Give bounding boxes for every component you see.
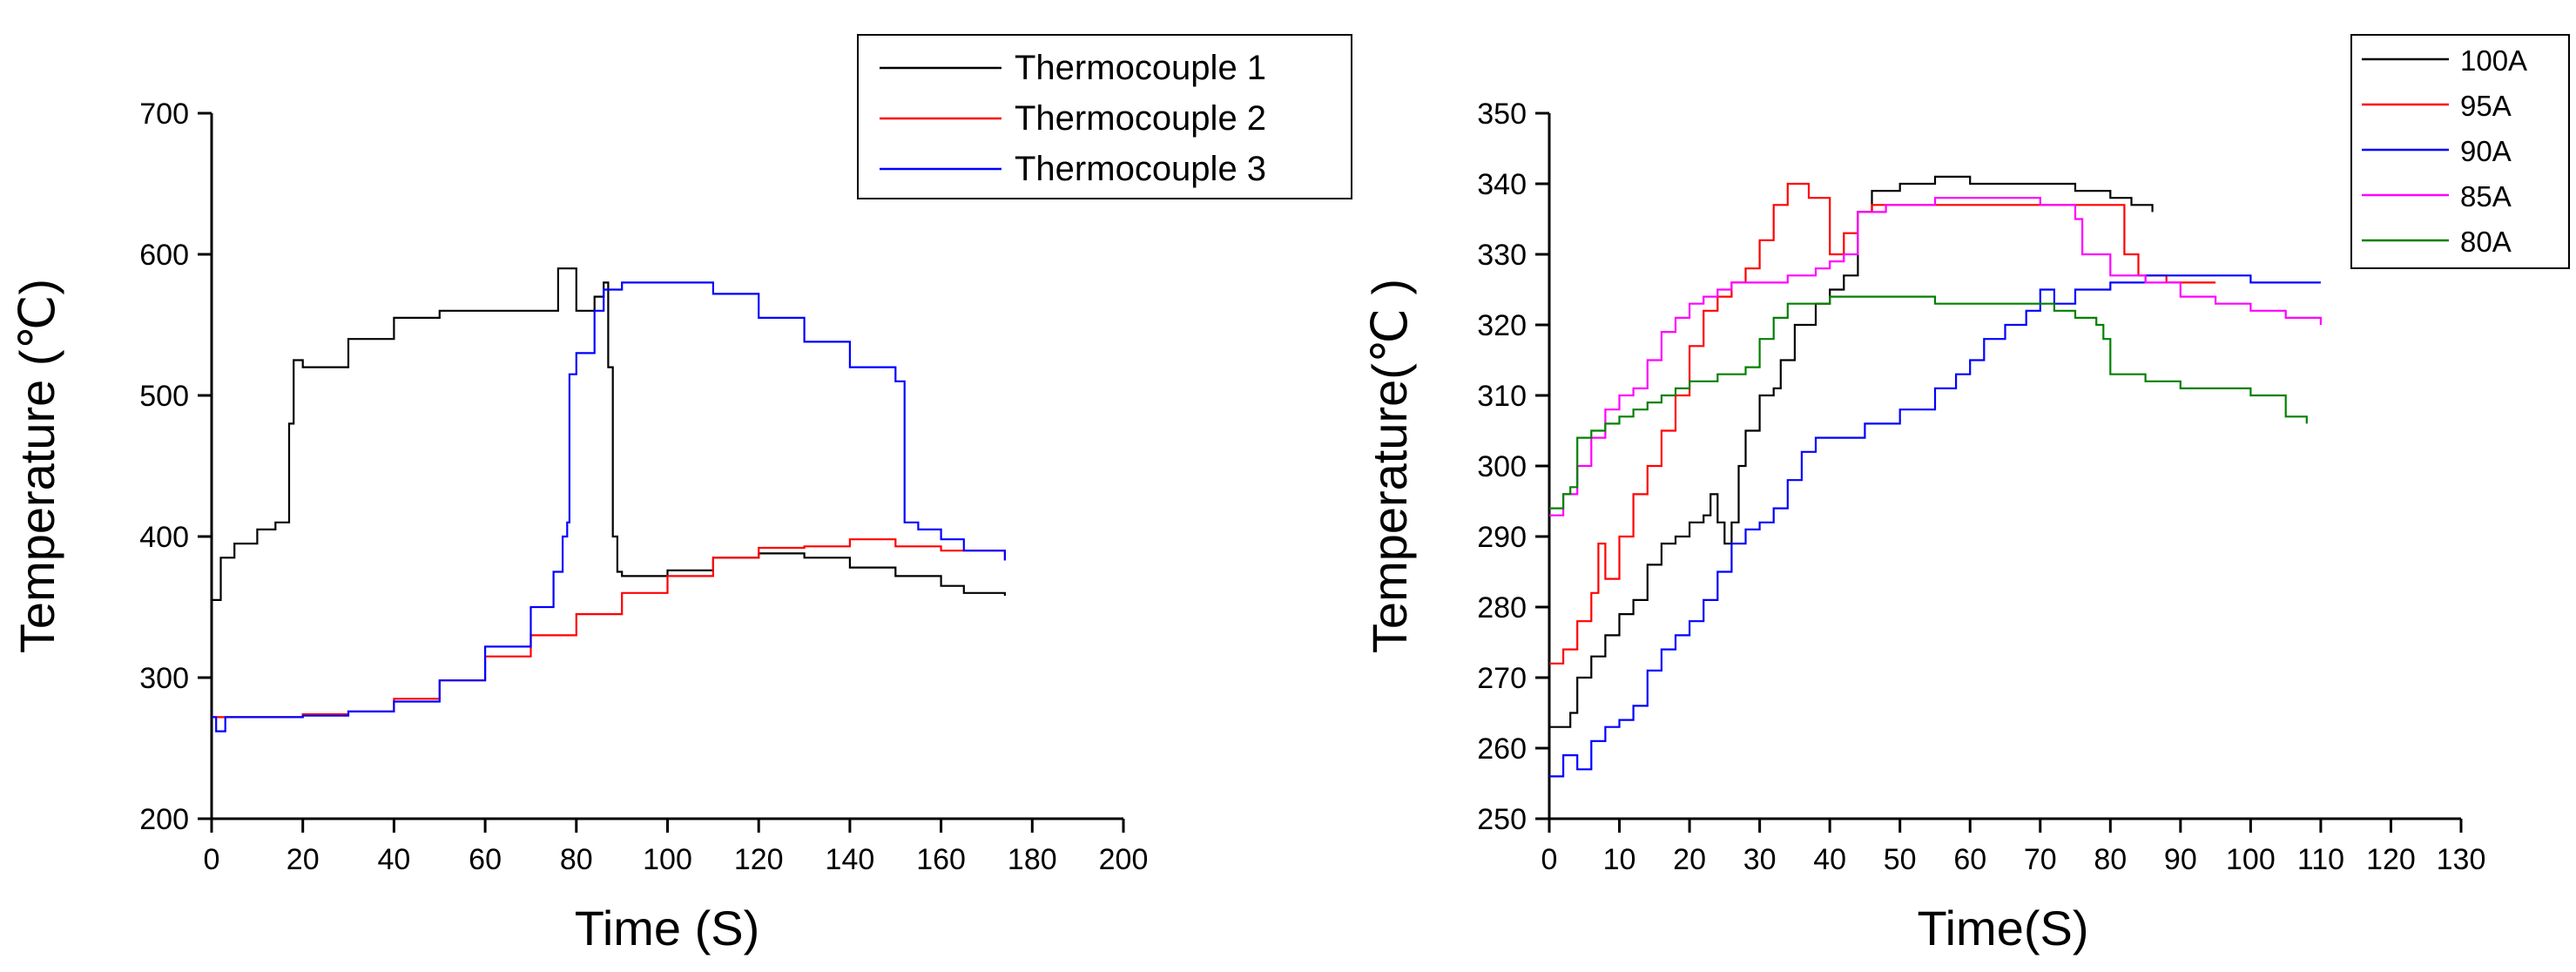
right-x-tick-label: 80 [2094, 843, 2127, 876]
right-y-tick-label: 270 [1477, 662, 1527, 695]
right-chart: 0 10 20 30 40 50 60 70 80 90 100 110 120 130 250 260 270… [1362, 34, 2570, 955]
right-y-tick-label: 290 [1477, 521, 1527, 554]
right-series-85a [1549, 197, 2322, 516]
right-x-tick-label: 40 [1813, 843, 1846, 876]
left-y-tick-label: 700 [139, 98, 189, 131]
right-y-tick-label: 350 [1477, 98, 1527, 131]
right-y-tick-label: 280 [1477, 591, 1527, 624]
right-legend-label: 100A [2460, 44, 2527, 77]
left-x-tick-label: 40 [377, 843, 410, 876]
left-series-thermocouple-3 [212, 281, 1006, 732]
right-y-tick-label: 310 [1477, 380, 1527, 413]
left-x-tick-label: 0 [204, 843, 220, 876]
right-x-tick-label: 50 [1884, 843, 1917, 876]
left-ticks: 0 20 40 60 80 100 120 140 160 180 200 200 300 400 500 6… [139, 98, 1148, 876]
left-x-tick-label: 100 [643, 843, 692, 876]
left-x-tick-label: 160 [916, 843, 966, 876]
left-x-tick-label: 80 [560, 843, 593, 876]
right-y-axis-title: Temperature(℃ ) [1362, 279, 1417, 653]
right-x-tick-label: 60 [1953, 843, 1986, 876]
left-y-tick-label: 600 [139, 239, 189, 272]
right-legend-label: 85A [2460, 180, 2512, 213]
right-series-90a [1549, 274, 2321, 778]
right-x-tick-label: 90 [2164, 843, 2197, 876]
left-x-tick-label: 200 [1099, 843, 1149, 876]
left-legend-box [857, 34, 1352, 199]
right-x-tick-label: 20 [1673, 843, 1706, 876]
left-y-axis-title: Temperature (℃) [10, 279, 64, 653]
left-y-tick-label: 200 [139, 803, 189, 836]
right-legend-box [2350, 34, 2570, 269]
left-legend-label: Thermocouple 1 [1015, 49, 1266, 87]
left-x-tick-label: 180 [1008, 843, 1057, 876]
right-legend-items: 100A 95A 90A 85A 80A [2362, 44, 2527, 258]
right-y-tick-label: 320 [1477, 309, 1527, 342]
right-y-tick-label: 340 [1477, 168, 1527, 201]
right-x-tick-label: 0 [1541, 843, 1558, 876]
right-legend: 100A 95A 90A 85A 80A [2350, 34, 2570, 269]
left-series [212, 267, 1006, 732]
right-x-tick-label: 30 [1743, 843, 1777, 876]
left-legend: Thermocouple 1 Thermocouple 2 Thermocouple… [857, 34, 1352, 199]
left-x-axis-title: Time (S) [575, 901, 760, 955]
left-x-tick-label: 140 [826, 843, 875, 876]
right-y-tick-label: 260 [1477, 732, 1527, 766]
right-x-tick-label: 100 [2226, 843, 2276, 876]
right-legend-label: 80A [2460, 226, 2512, 258]
right-y-tick-label: 330 [1477, 239, 1527, 272]
left-legend-items: Thermocouple 1 Thermocouple 2 Thermocouple… [880, 49, 1266, 188]
right-legend-label: 95A [2460, 90, 2512, 122]
right-series-100a [1549, 175, 2154, 728]
right-y-tick-label: 300 [1477, 450, 1527, 483]
right-x-tick-label: 10 [1603, 843, 1636, 876]
right-x-tick-label: 70 [2024, 843, 2057, 876]
left-y-tick-label: 300 [139, 662, 189, 695]
right-y-tick-label: 250 [1477, 803, 1527, 836]
right-x-tick-label: 130 [2437, 843, 2486, 876]
left-y-tick-label: 400 [139, 521, 189, 554]
right-legend-label: 90A [2460, 135, 2512, 167]
left-chart: 0 20 40 60 80 100 120 140 160 180 200 200 300 400 500 6… [10, 34, 1352, 955]
right-series-80a [1549, 295, 2308, 510]
right-series [1549, 175, 2322, 778]
right-x-tick-label: 120 [2366, 843, 2416, 876]
left-y-tick-label: 500 [139, 380, 189, 413]
right-x-tick-label: 110 [2297, 843, 2344, 876]
right-x-axis-title: Time(S) [1917, 901, 2088, 955]
right-ticks: 0 10 20 30 40 50 60 70 80 90 100 110 120 130 250 260 270… [1477, 98, 2485, 876]
left-x-tick-label: 60 [469, 843, 502, 876]
right-series-95a [1549, 182, 2216, 665]
left-x-tick-label: 120 [734, 843, 784, 876]
left-x-tick-label: 20 [287, 843, 320, 876]
left-series-thermocouple-1 [212, 267, 1006, 601]
left-legend-label: Thermocouple 3 [1015, 150, 1266, 188]
left-legend-label: Thermocouple 2 [1015, 99, 1266, 138]
